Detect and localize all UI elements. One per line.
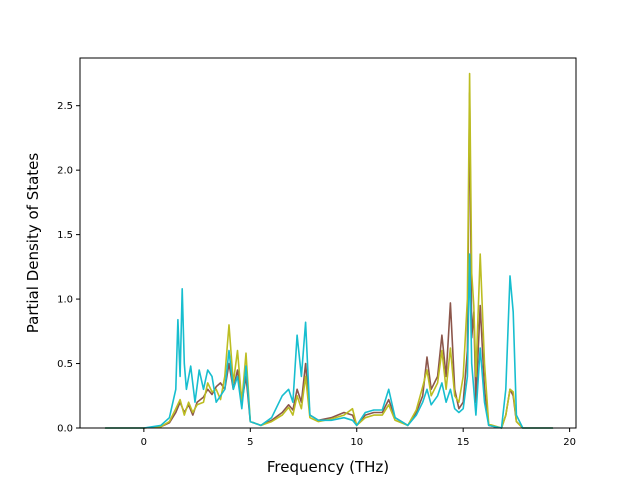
- y-tick-label: 1.0: [57, 295, 73, 306]
- x-tick-label: 10: [350, 437, 363, 448]
- y-axis-ticks: 0.0 0.5 1.0 1.5 2.0 2.5: [57, 101, 80, 435]
- x-tick-label: 0: [141, 437, 147, 448]
- series-line-3: [104, 253, 554, 429]
- y-axis-label: Partial Density of States: [24, 153, 42, 334]
- y-tick-label: 0.0: [57, 424, 73, 435]
- series-line-2: [104, 72, 554, 429]
- x-tick-label: 20: [563, 437, 576, 448]
- x-axis-label: Frequency (THz): [267, 458, 389, 476]
- plot-frame: [79, 57, 577, 429]
- y-tick-label: 2.5: [57, 101, 73, 112]
- y-tick-label: 0.5: [57, 359, 73, 370]
- x-axis-ticks: 0 5 10 15 20: [141, 428, 576, 448]
- y-tick-label: 1.5: [57, 230, 73, 241]
- y-tick-label: 2.0: [57, 166, 73, 177]
- x-tick-label: 15: [457, 437, 470, 448]
- x-tick-label: 5: [247, 437, 253, 448]
- series-layer: [104, 72, 554, 429]
